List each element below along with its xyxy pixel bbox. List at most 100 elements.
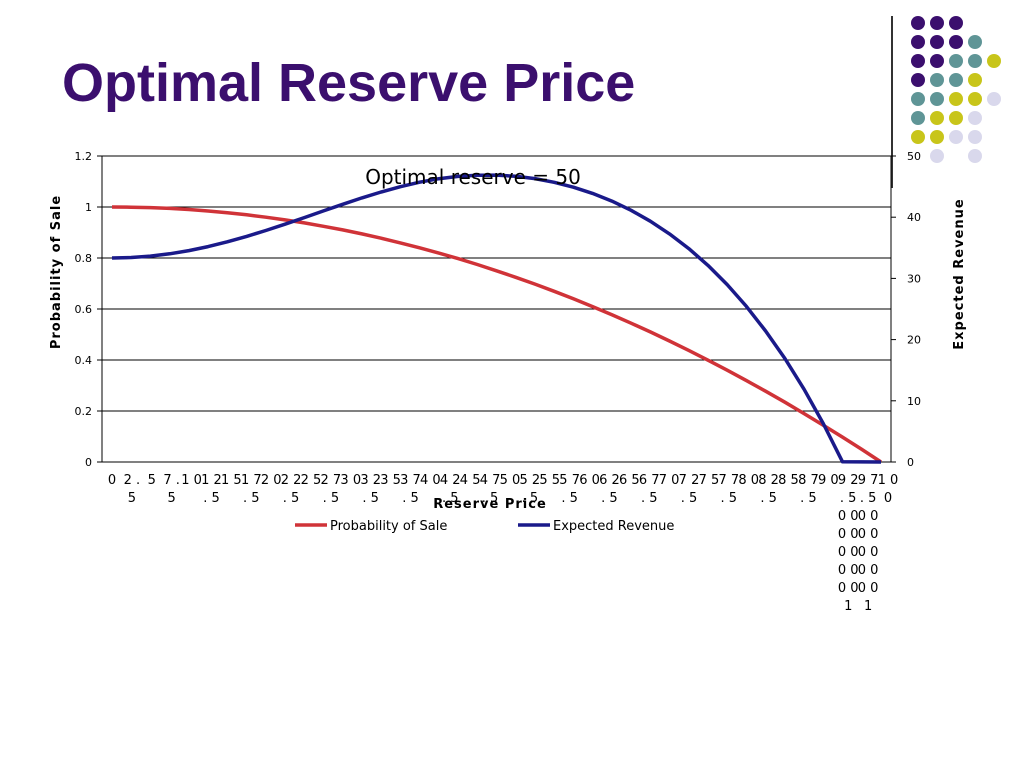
decorative-dot: [930, 54, 944, 68]
y-tick-label-right: 0: [907, 456, 914, 469]
x-tick-label: 2 .5: [124, 473, 141, 506]
decorative-dot: [930, 73, 944, 87]
y-tick-label-left: 1: [85, 201, 92, 214]
decorative-dot-grid: [911, 16, 1001, 163]
y-tick-label-right: 10: [907, 395, 921, 408]
decorative-dot: [949, 35, 963, 49]
decorative-dot: [911, 130, 925, 144]
x-tick-label: 5: [148, 473, 156, 488]
x-tick-label: 4 5: [460, 473, 481, 488]
decorative-dot: [968, 92, 982, 106]
y-axis-right-label: Expected Revenue: [952, 198, 967, 349]
decorative-dot: [987, 92, 1001, 106]
x-tick-label: 3 7. 5: [400, 473, 421, 506]
decorative-dot: [930, 111, 944, 125]
x-tick-label: 1 0: [181, 473, 202, 488]
y-tick-label-right: 40: [907, 211, 921, 224]
x-tick-label: 7 0: [659, 473, 680, 488]
decorative-dot: [987, 54, 1001, 68]
series-line-probability-of-sale: [111, 205, 882, 464]
x-tick-label: 3 2. 5: [360, 473, 381, 506]
x-tick-label: 6 7. 5: [639, 473, 660, 506]
decorative-dot: [911, 35, 925, 49]
y-tick-label-left: 0: [85, 456, 92, 469]
y-tick-label-left: 1.2: [75, 150, 93, 163]
x-tick-label: 9 0: [818, 473, 839, 488]
x-tick-label: 4 2. 5: [440, 473, 461, 506]
x-tick-label: 0: [108, 473, 116, 488]
y-tick-label-right: 50: [907, 150, 921, 163]
slide-title: Optimal Reserve Price: [62, 53, 636, 113]
x-tick-label: 7 .5: [163, 473, 180, 506]
decorative-dot: [968, 130, 982, 144]
chart-legend: Probability of Sale Expected Revenue: [295, 519, 674, 534]
x-tick-label: 5 0: [500, 473, 521, 488]
x-tick-label: 8 0: [738, 473, 759, 488]
decorative-dot: [930, 16, 944, 30]
x-tick-label: 8 2. 5: [758, 473, 779, 506]
x-tick-label: 7 7. 5: [718, 473, 739, 506]
x-tick-label: 6 0: [579, 473, 600, 488]
x-tick-label: 3 0: [340, 473, 361, 488]
x-tick-label: 2 2. 5: [281, 473, 302, 506]
x-tick-label: 2 5: [301, 473, 322, 488]
decorative-dot: [968, 111, 982, 125]
y-tick-label-left: 0.2: [75, 405, 93, 418]
decorative-dot: [930, 35, 944, 49]
decorative-dot: [911, 16, 925, 30]
y-tick-label-left: 0.8: [75, 252, 93, 265]
x-tick-label: 1 5: [221, 473, 242, 488]
decorative-dot: [968, 35, 982, 49]
x-tick-label: 1 2. 5: [201, 473, 222, 506]
decorative-dot: [911, 111, 925, 125]
y-tick-label-right: 20: [907, 334, 921, 347]
decorative-dot: [968, 73, 982, 87]
legend-label: Expected Revenue: [553, 519, 674, 534]
divider-line: [891, 16, 893, 188]
decorative-dot: [949, 111, 963, 125]
x-tick-label: 7 5: [699, 473, 720, 488]
y-tick-label-right: 30: [907, 272, 921, 285]
chart-annotation: Optimal reserve = 50: [365, 165, 581, 189]
x-tick-label: 6 5: [619, 473, 640, 488]
decorative-dot: [911, 92, 925, 106]
decorative-dot: [930, 130, 944, 144]
decorative-dot: [949, 73, 963, 87]
decorative-dot: [968, 54, 982, 68]
x-tick-label: 5 5: [539, 473, 560, 488]
x-tick-label: 5 2. 5: [520, 473, 541, 506]
series-line-expected-revenue: [111, 173, 882, 464]
decorative-dot: [949, 54, 963, 68]
legend-label: Probability of Sale: [330, 519, 447, 534]
x-tick-label: 2 0: [261, 473, 282, 488]
y-tick-label-left: 0.4: [75, 354, 93, 367]
x-tick-label: 7 2. 5: [679, 473, 700, 506]
x-tick-label: 8 5: [778, 473, 799, 488]
x-tick-label: 4 7. 5: [480, 473, 501, 506]
x-tick-label: 6 2. 5: [599, 473, 620, 506]
x-tick-label: 5 7. 5: [559, 473, 580, 506]
decorative-dot: [930, 92, 944, 106]
x-tick-label: 8 7. 5: [798, 473, 819, 506]
decorative-dot: [930, 149, 944, 163]
x-axis-label: Reserve Price: [433, 497, 547, 512]
decorative-dot: [949, 92, 963, 106]
x-tick-label: 3 5: [380, 473, 401, 488]
decorative-dot: [911, 73, 925, 87]
chart-gridlines: [97, 155, 896, 463]
x-tick-label: 2 7. 5: [321, 473, 342, 506]
y-tick-label-left: 0.6: [75, 303, 93, 316]
decorative-dot: [968, 149, 982, 163]
decorative-dot: [949, 130, 963, 144]
decorative-dot: [949, 16, 963, 30]
x-tick-label: 1 7. 5: [241, 473, 262, 506]
y-axis-left-label: Probability of Sale: [49, 195, 64, 349]
decorative-dot: [911, 54, 925, 68]
x-tick-label: 4 0: [420, 473, 441, 488]
chart-series: [111, 173, 882, 464]
